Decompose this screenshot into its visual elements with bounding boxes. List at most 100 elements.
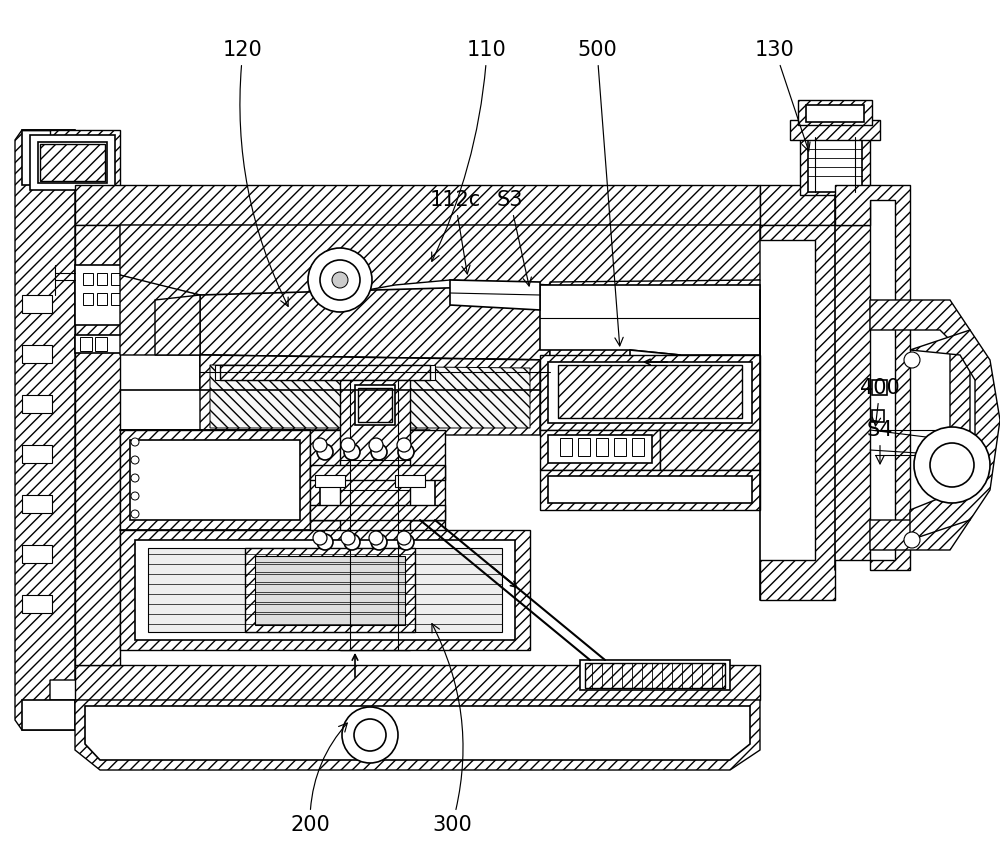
Text: 300: 300 xyxy=(432,624,472,835)
Polygon shape xyxy=(22,700,75,730)
Circle shape xyxy=(344,534,360,550)
Circle shape xyxy=(341,531,355,545)
Text: S4: S4 xyxy=(867,420,893,464)
Polygon shape xyxy=(200,285,550,360)
Polygon shape xyxy=(130,440,300,520)
Text: 112c: 112c xyxy=(429,190,481,274)
Polygon shape xyxy=(660,430,760,470)
Circle shape xyxy=(131,438,139,446)
Circle shape xyxy=(914,427,990,503)
Polygon shape xyxy=(540,355,760,430)
Circle shape xyxy=(341,438,355,452)
Polygon shape xyxy=(75,335,130,353)
Polygon shape xyxy=(798,100,872,125)
Polygon shape xyxy=(310,520,445,565)
Polygon shape xyxy=(540,285,760,355)
Polygon shape xyxy=(30,135,115,190)
Circle shape xyxy=(369,438,383,452)
Polygon shape xyxy=(15,130,75,730)
Polygon shape xyxy=(22,130,75,185)
Polygon shape xyxy=(120,430,310,530)
Circle shape xyxy=(369,531,383,545)
Circle shape xyxy=(371,444,387,460)
Polygon shape xyxy=(790,120,880,140)
Polygon shape xyxy=(111,293,121,305)
Polygon shape xyxy=(548,476,752,503)
Polygon shape xyxy=(200,355,540,435)
Polygon shape xyxy=(97,273,107,285)
Polygon shape xyxy=(310,430,445,475)
Polygon shape xyxy=(155,295,200,355)
Polygon shape xyxy=(215,365,435,380)
Polygon shape xyxy=(38,142,107,183)
Polygon shape xyxy=(135,540,515,640)
Polygon shape xyxy=(22,395,52,413)
Circle shape xyxy=(342,707,398,763)
Circle shape xyxy=(131,474,139,482)
Circle shape xyxy=(344,444,360,460)
Polygon shape xyxy=(800,130,870,195)
Text: 110: 110 xyxy=(432,40,507,262)
Circle shape xyxy=(313,531,327,545)
Circle shape xyxy=(317,534,333,550)
Circle shape xyxy=(320,260,360,300)
Polygon shape xyxy=(315,475,345,487)
Polygon shape xyxy=(910,330,1000,540)
Polygon shape xyxy=(22,130,120,195)
Text: 400: 400 xyxy=(860,378,900,426)
Polygon shape xyxy=(245,548,415,632)
Polygon shape xyxy=(872,380,887,395)
Polygon shape xyxy=(120,530,530,650)
Polygon shape xyxy=(760,225,870,600)
Circle shape xyxy=(313,438,327,452)
Polygon shape xyxy=(310,475,445,520)
Polygon shape xyxy=(75,265,135,325)
Polygon shape xyxy=(395,475,425,487)
Polygon shape xyxy=(632,438,644,456)
Polygon shape xyxy=(75,665,760,700)
Polygon shape xyxy=(120,225,760,300)
Polygon shape xyxy=(83,293,93,305)
Polygon shape xyxy=(95,337,107,351)
Polygon shape xyxy=(578,438,590,456)
Polygon shape xyxy=(22,445,52,463)
Polygon shape xyxy=(355,385,395,425)
Polygon shape xyxy=(75,700,760,770)
Circle shape xyxy=(317,444,333,460)
Polygon shape xyxy=(340,380,410,650)
Polygon shape xyxy=(120,275,200,355)
Polygon shape xyxy=(310,465,445,480)
Polygon shape xyxy=(220,365,430,380)
Polygon shape xyxy=(148,548,502,632)
Circle shape xyxy=(397,438,411,452)
Polygon shape xyxy=(200,355,550,390)
Polygon shape xyxy=(835,185,910,570)
Circle shape xyxy=(332,272,348,288)
Polygon shape xyxy=(320,480,435,515)
Circle shape xyxy=(131,510,139,518)
Circle shape xyxy=(398,534,414,550)
Polygon shape xyxy=(22,545,52,563)
Circle shape xyxy=(398,444,414,460)
Text: 200: 200 xyxy=(290,723,347,835)
Polygon shape xyxy=(558,365,742,418)
Circle shape xyxy=(371,534,387,550)
Polygon shape xyxy=(97,293,107,305)
Polygon shape xyxy=(75,185,760,225)
Circle shape xyxy=(904,532,920,548)
Polygon shape xyxy=(614,438,626,456)
Polygon shape xyxy=(808,137,862,192)
Text: 130: 130 xyxy=(755,40,810,151)
Circle shape xyxy=(397,531,411,545)
Polygon shape xyxy=(540,470,760,510)
Polygon shape xyxy=(310,505,445,520)
Polygon shape xyxy=(550,280,760,360)
Circle shape xyxy=(930,443,974,487)
Polygon shape xyxy=(22,495,52,513)
Polygon shape xyxy=(560,438,572,456)
Polygon shape xyxy=(40,144,105,181)
Polygon shape xyxy=(22,595,52,613)
Polygon shape xyxy=(358,388,392,422)
Polygon shape xyxy=(85,706,750,760)
Polygon shape xyxy=(580,660,730,690)
